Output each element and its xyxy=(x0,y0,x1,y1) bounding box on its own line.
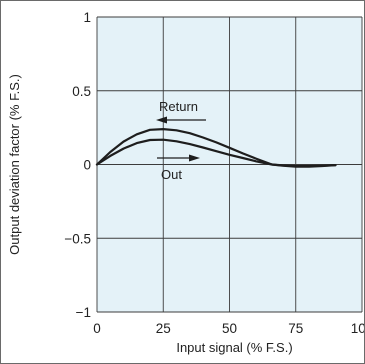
out-label: Out xyxy=(161,167,182,182)
y-tick-labels: −1 −0.5 0 0.5 1 xyxy=(64,10,91,320)
annotation-return: Return xyxy=(156,99,206,124)
grid xyxy=(96,16,363,313)
y-tick-label: −1 xyxy=(76,305,91,320)
annotation-out: Out xyxy=(157,154,200,182)
y-tick-label: 1 xyxy=(83,10,91,25)
series-line-out xyxy=(95,138,337,168)
x-tick-label: 100 xyxy=(351,321,364,336)
x-tick-label: 75 xyxy=(288,321,303,336)
x-tick-label: 0 xyxy=(93,321,101,336)
x-tick-label: 50 xyxy=(222,321,237,336)
out-arrow-head-icon xyxy=(189,154,200,162)
series-lines xyxy=(95,128,337,168)
y-tick-label: −0.5 xyxy=(64,231,91,246)
x-axis-title: Input signal (% F.S.) xyxy=(176,340,292,355)
y-axis-title: Output deviation factor (% F.S.) xyxy=(7,74,22,255)
x-tick-label: 25 xyxy=(156,321,171,336)
return-label: Return xyxy=(159,99,198,114)
y-tick-label: 0.5 xyxy=(72,84,91,99)
x-tick-labels: 0 25 50 75 100 xyxy=(93,321,364,336)
y-tick-label: 0 xyxy=(83,158,91,173)
return-arrow-head-icon xyxy=(156,116,167,124)
